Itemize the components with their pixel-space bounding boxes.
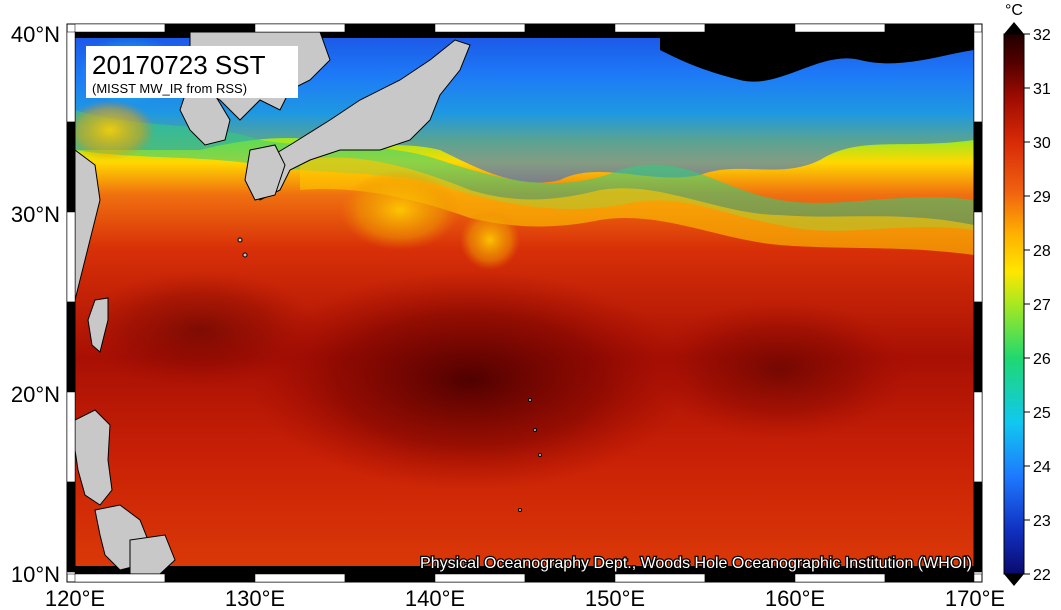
frame-segment bbox=[794, 573, 886, 583]
frame-segment bbox=[74, 573, 166, 583]
lat-labels: 40°N 30°N 20°N 10°N bbox=[11, 22, 60, 587]
lon-label-150e: 150°E bbox=[585, 586, 645, 610]
frame-segment bbox=[973, 481, 983, 573]
credit-text: Physical Oceanography Dept., Woods Hole … bbox=[420, 555, 972, 572]
frame-segment bbox=[973, 31, 983, 123]
yellow-eddy-south-japan bbox=[460, 210, 520, 270]
land-china-coast bbox=[75, 149, 101, 301]
frame-segment bbox=[973, 301, 983, 393]
frame-segment bbox=[74, 23, 166, 33]
land-island-2 bbox=[242, 252, 248, 258]
colorbar-max-arrow bbox=[1004, 22, 1024, 34]
colorbar-unit: °C bbox=[1005, 2, 1023, 19]
land-island-3 bbox=[528, 398, 532, 402]
frame-segment bbox=[884, 573, 975, 583]
map-frame bbox=[66, 23, 983, 583]
frame-segment bbox=[66, 571, 76, 575]
land-kyushu bbox=[244, 144, 286, 201]
sst-map bbox=[75, 32, 974, 574]
warm-pool-west bbox=[80, 270, 320, 390]
lat-label-20n: 20°N bbox=[11, 382, 60, 407]
frame-segment bbox=[884, 23, 975, 33]
frame-segment bbox=[973, 571, 983, 575]
frame-segment bbox=[434, 573, 526, 583]
frame-segment bbox=[973, 211, 983, 303]
frame-segment bbox=[524, 23, 616, 33]
land-mindanao bbox=[129, 534, 176, 574]
warm-pool-east bbox=[650, 300, 910, 440]
colorbar-tick-label: 31 bbox=[1033, 81, 1051, 98]
frame-segment bbox=[254, 23, 346, 33]
land-island-1 bbox=[237, 237, 243, 243]
colorbar-tick-label: 24 bbox=[1033, 459, 1051, 476]
frame-segment bbox=[66, 391, 76, 483]
colorbar: °C 32 31 30 29 28 27 26 25 24 23 22 bbox=[1003, 2, 1051, 586]
lat-label-30n: 30°N bbox=[11, 202, 60, 227]
lon-label-170e: 170°E bbox=[945, 586, 1005, 610]
green-band bbox=[75, 110, 974, 231]
frame-segment bbox=[164, 573, 256, 583]
lon-label-160e: 160°E bbox=[765, 586, 825, 610]
frame-segment bbox=[704, 573, 796, 583]
frame-segment bbox=[704, 23, 796, 33]
land-island-4 bbox=[533, 428, 537, 432]
lat-label-10n: 10°N bbox=[11, 562, 60, 587]
frame-segment bbox=[794, 23, 886, 33]
lon-label-120e: 120°E bbox=[45, 586, 105, 610]
no-data-strip-top bbox=[75, 32, 974, 38]
colorbar-tick-label: 28 bbox=[1033, 243, 1051, 260]
warm-pool-core bbox=[250, 270, 690, 490]
lon-label-130e: 130°E bbox=[225, 586, 285, 610]
frame-segment bbox=[66, 121, 76, 213]
colorbar-min-arrow bbox=[1004, 574, 1024, 586]
frame-horizontal-segments bbox=[74, 23, 975, 583]
frame-segment bbox=[344, 23, 436, 33]
land-taiwan bbox=[87, 297, 109, 353]
colorbar-tick-label: 29 bbox=[1033, 189, 1051, 206]
frame-segment bbox=[164, 23, 256, 33]
no-data-strip-bottom bbox=[75, 566, 974, 574]
colorbar-tick-label: 26 bbox=[1033, 351, 1051, 368]
frame-segment bbox=[524, 573, 616, 583]
yellow-band bbox=[300, 157, 974, 255]
colorbar-tick-label: 27 bbox=[1033, 297, 1051, 314]
no-data-north bbox=[660, 32, 974, 82]
colorbar-ticks: 32 31 30 29 28 27 26 25 24 23 22 bbox=[1024, 27, 1051, 584]
land-luzon bbox=[75, 409, 113, 506]
frame-segment bbox=[434, 23, 526, 33]
frame-segment bbox=[614, 23, 706, 33]
colorbar-tick-label: 22 bbox=[1033, 567, 1051, 584]
frame-vertical-segments bbox=[66, 31, 983, 575]
lon-labels: 120°E 130°E 140°E 150°E 160°E 170°E bbox=[45, 586, 1005, 610]
map-subtitle: (MISST MW_IR from RSS) bbox=[92, 81, 247, 96]
frame-segment bbox=[344, 573, 436, 583]
colorbar-tick-label: 23 bbox=[1033, 513, 1051, 530]
map-title: 20170723 SST bbox=[92, 50, 266, 80]
frame-segment bbox=[66, 211, 76, 303]
title-box: 20170723 SST (MISST MW_IR from RSS) bbox=[86, 46, 298, 98]
frame-segment bbox=[66, 301, 76, 393]
land-island-5 bbox=[538, 453, 542, 457]
warm-eddy-west bbox=[75, 100, 155, 160]
frame-segment bbox=[973, 121, 983, 213]
frame-segment bbox=[66, 31, 76, 123]
frame-segment bbox=[254, 573, 346, 583]
lon-label-140e: 140°E bbox=[405, 586, 465, 610]
yellow-eddy-central bbox=[340, 170, 460, 250]
colorbar-tick-label: 32 bbox=[1033, 27, 1051, 44]
frame-segment bbox=[66, 481, 76, 573]
colorbar-tick-label: 25 bbox=[1033, 405, 1051, 422]
colorbar-tick-label: 30 bbox=[1033, 135, 1051, 152]
lat-label-40n: 40°N bbox=[11, 22, 60, 47]
frame-segment bbox=[614, 573, 706, 583]
frame-segment bbox=[973, 391, 983, 483]
land-island-6 bbox=[518, 508, 522, 512]
colorbar-gradient bbox=[1003, 33, 1025, 575]
